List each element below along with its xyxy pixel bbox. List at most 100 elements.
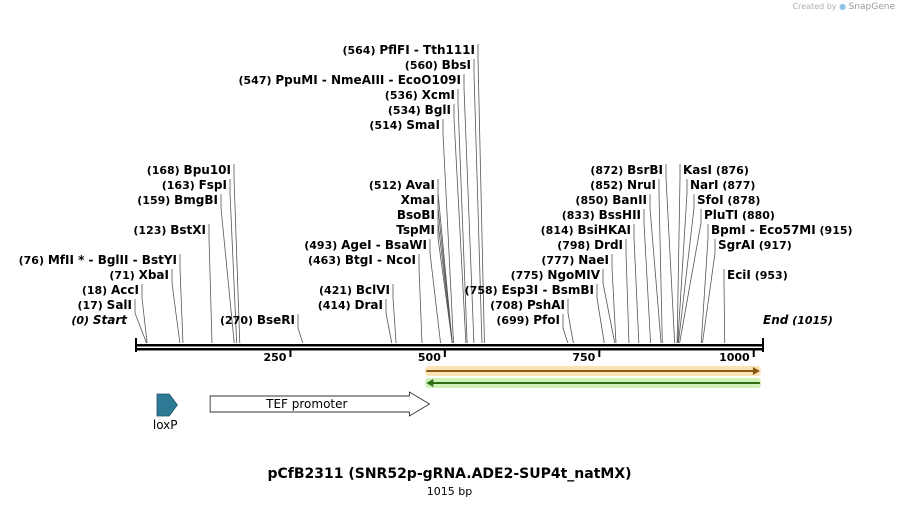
site-leader-line: [220, 207, 235, 344]
site-position: (872): [590, 164, 627, 177]
feature: TEF promoter: [209, 391, 431, 417]
ruler-tick: [598, 349, 601, 357]
site-position: (0): [71, 314, 93, 327]
site-label: (493) AgeI - BsaWI: [304, 238, 427, 252]
restriction-site: (414) DraI: [318, 298, 393, 344]
site-enzyme-names: PflFI - Tth111I: [379, 43, 475, 57]
site-position: (758): [465, 284, 502, 297]
site-leader-line: [649, 207, 662, 344]
restriction-site: SgrAI (917): [702, 238, 792, 344]
site-leader-line: [134, 312, 147, 344]
site-position: (493): [304, 239, 341, 252]
site-position: (878): [724, 194, 761, 207]
site-enzyme-names: BseRI: [257, 313, 295, 327]
site-enzyme-names: BanII: [612, 193, 647, 207]
restriction-site: (534) BglI: [388, 103, 467, 344]
restriction-site: (421) BclVI: [319, 283, 397, 344]
restriction-site: (159) BmgBI: [137, 193, 235, 344]
site-position: (536): [385, 89, 422, 102]
site-label: (833) BssHII: [562, 208, 641, 222]
site-label: EciI (953): [727, 268, 788, 282]
site-leader-line: [463, 87, 475, 344]
restriction-site: (123) BstXI: [133, 223, 213, 344]
site-enzyme-names: PpuMI - NmeAIII - EcoO109I: [275, 73, 461, 87]
site-leader-line: [702, 252, 716, 344]
site-enzyme-names: BglI: [425, 103, 451, 117]
site-leader-line: [602, 282, 616, 344]
site-enzyme-names: FspI: [199, 178, 227, 192]
restriction-site: (18) AccI: [82, 283, 148, 344]
restriction-site: (850) BanII: [575, 193, 662, 344]
site-position: (534): [388, 104, 425, 117]
sequence-backbone: [135, 338, 764, 352]
site-label: End (1015): [763, 313, 833, 327]
site-label: SgrAI (917): [718, 238, 792, 252]
site-label: (0) Start: [71, 313, 128, 327]
restriction-site: BpmI - Eco57MI (915): [700, 223, 853, 344]
restriction-site: (699) PfoI: [496, 313, 569, 344]
map-length: 1015 bp: [426, 485, 473, 498]
ruler-tick: [289, 349, 292, 357]
site-enzyme-names: DrdI: [594, 238, 623, 252]
site-enzyme-names: BbsI: [442, 58, 471, 72]
restriction-site: (560) BbsI: [405, 58, 483, 344]
site-label: (463) BtgI - NcoI: [308, 253, 416, 267]
restriction-site: (536) XcmI: [385, 88, 468, 344]
site-leader-line: [658, 192, 663, 344]
site-label: (123) BstXI: [133, 223, 206, 237]
site-enzyme-names: PfoI: [533, 313, 560, 327]
site-leader-line: [385, 312, 393, 344]
site-enzyme-names: SmaI: [406, 118, 440, 132]
restriction-site: (798) DrdI: [557, 238, 630, 344]
site-position: (814): [541, 224, 578, 237]
restriction-site: PluTI (880): [679, 208, 775, 344]
site-position: (876): [712, 164, 749, 177]
feature: [425, 366, 761, 376]
restriction-site: (163) FspI: [162, 178, 238, 344]
restriction-site: NarI (877): [677, 178, 755, 344]
site-leader-line: [297, 327, 304, 344]
site-enzyme-names: AccI: [111, 283, 139, 297]
site-leader-line: [562, 327, 569, 344]
site-position: (852): [590, 179, 627, 192]
site-position: (798): [557, 239, 594, 252]
site-label: (852) NruI: [590, 178, 656, 192]
snapgene-logo-icon: ●: [839, 2, 847, 11]
tef-promoter-arrow: [209, 391, 431, 417]
backbone-top-strand: [136, 344, 763, 347]
site-label: (560) BbsI: [405, 58, 471, 72]
site-label: (536) XcmI: [385, 88, 455, 102]
map-title: pCfB2311 (SNR52p-gRNA.ADE2-SUP4t_natMX): [267, 466, 632, 482]
feature-track: loxP TEF promoter: [153, 366, 761, 432]
restriction-site: EciI (953): [723, 268, 788, 344]
site-leader-line: [141, 297, 148, 344]
site-leader-line: [208, 237, 213, 344]
site-leader-line: [625, 252, 630, 344]
ruler-tick-label: 750: [572, 351, 595, 364]
restriction-site: (814) BsiHKAI: [541, 223, 640, 344]
site-enzyme-names: MfII * - BglII - BstYI: [48, 253, 177, 267]
site-position: (463): [308, 254, 345, 267]
site-label: (512) AvaI: [369, 178, 435, 192]
site-label: TspMI: [396, 223, 435, 237]
site-enzyme-names: End: [763, 313, 789, 327]
restriction-site: (872) BsrBI: [590, 163, 676, 344]
site-leader-line: [473, 72, 483, 344]
site-position: (708): [490, 299, 527, 312]
site-leader-line: [392, 297, 397, 344]
site-enzyme-names: PluTI: [704, 208, 738, 222]
restriction-site: (775) NgoMIV: [511, 268, 616, 344]
site-enzyme-names: BsoBI: [397, 208, 435, 222]
feature-label: loxP: [153, 418, 178, 432]
site-label: (850) BanII: [575, 193, 647, 207]
site-leader-line: [700, 237, 709, 344]
site-position: (880): [738, 209, 775, 222]
site-label: KasI (876): [683, 163, 749, 177]
site-enzyme-names: NarI: [690, 178, 719, 192]
site-leader-line: [437, 192, 453, 344]
site-leader-line: [633, 237, 640, 344]
ruler-ticks: 250 500 750 1000: [263, 349, 755, 364]
site-position: (850): [575, 194, 612, 207]
site-enzyme-names: DraI: [355, 298, 383, 312]
